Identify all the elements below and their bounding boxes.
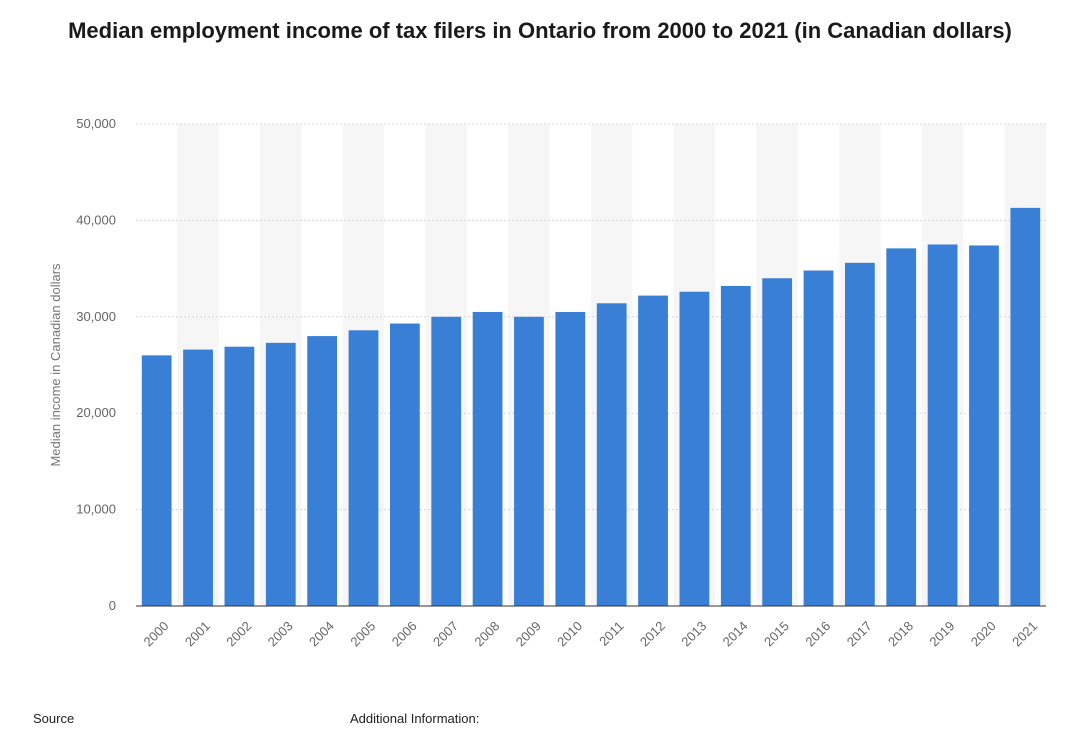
bar-2013[interactable] [679, 291, 710, 606]
y-axis-ticks: 0 10,000 20,000 30,000 40,000 50,000 [76, 116, 116, 613]
y-tick-label: 20,000 [76, 405, 116, 420]
bar-2018[interactable] [886, 248, 917, 606]
x-tick-label: 2004 [306, 618, 337, 649]
y-tick-label: 40,000 [76, 212, 116, 227]
x-tick-label: 2008 [471, 618, 502, 649]
x-tick-label: 2000 [141, 618, 172, 649]
x-tick-label: 2013 [678, 618, 709, 649]
x-tick-label: 2001 [182, 618, 213, 649]
x-tick-label: 2014 [720, 618, 751, 649]
bar-2007[interactable] [431, 316, 462, 606]
x-tick-label: 2020 [968, 618, 999, 649]
x-tick-label: 2021 [1009, 618, 1040, 649]
y-tick-label: 10,000 [76, 502, 116, 517]
x-tick-label: 2006 [389, 618, 420, 649]
x-tick-label: 2018 [885, 618, 916, 649]
bar-2020[interactable] [969, 245, 999, 607]
bar-2015[interactable] [762, 278, 793, 606]
x-axis-ticks: 2000 2001 2002 2003 2004 2005 2006 2007 2008 2009… [141, 618, 1041, 649]
y-axis-label: Median income in Canadian dollars [48, 263, 63, 467]
x-tick-label: 2016 [802, 618, 833, 649]
bar-2012[interactable] [638, 295, 668, 606]
bar-2010[interactable] [555, 311, 586, 606]
x-tick-label: 2005 [347, 618, 378, 649]
x-tick-label: 2002 [223, 618, 254, 649]
y-tick-label: 0 [109, 598, 116, 613]
x-tick-label: 2007 [430, 618, 461, 649]
bar-2017[interactable] [844, 262, 875, 606]
bar-2009[interactable] [514, 316, 544, 606]
bar-2001[interactable] [183, 349, 213, 606]
bar-2021[interactable] [1010, 207, 1041, 607]
x-tick-label: 2003 [265, 618, 296, 649]
y-tick-label: 30,000 [76, 309, 116, 324]
bar-2002[interactable] [224, 346, 255, 606]
bar-2014[interactable] [720, 285, 751, 606]
bar-2004[interactable] [307, 336, 338, 606]
bar-2016[interactable] [803, 270, 834, 606]
x-tick-label: 2010 [554, 618, 585, 649]
bar-2000[interactable] [141, 355, 172, 606]
additional-information-link[interactable]: Additional Information: [350, 711, 480, 726]
x-tick-label: 2012 [637, 618, 668, 649]
x-tick-label: 2011 [596, 618, 626, 648]
bar-2006[interactable] [389, 323, 420, 606]
bar-2005[interactable] [348, 330, 379, 606]
source-link[interactable]: Source [33, 711, 75, 726]
bars [141, 207, 1041, 607]
bar-2011[interactable] [596, 303, 627, 606]
y-tick-label: 50,000 [76, 116, 116, 131]
x-tick-label: 2017 [844, 618, 875, 649]
bar-chart: 0 10,000 20,000 30,000 40,000 50,000 2000 2001… [48, 116, 1046, 649]
x-tick-label: 2019 [926, 618, 957, 649]
x-tick-label: 2009 [513, 618, 544, 649]
bar-2003[interactable] [265, 342, 296, 606]
chart-title: Median employment income of tax filers i… [68, 18, 1012, 43]
bar-2019[interactable] [927, 244, 958, 607]
bar-2008[interactable] [472, 311, 503, 606]
x-tick-label: 2015 [761, 618, 792, 649]
